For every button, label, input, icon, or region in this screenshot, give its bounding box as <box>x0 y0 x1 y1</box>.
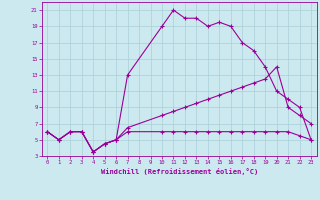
X-axis label: Windchill (Refroidissement éolien,°C): Windchill (Refroidissement éolien,°C) <box>100 168 258 175</box>
